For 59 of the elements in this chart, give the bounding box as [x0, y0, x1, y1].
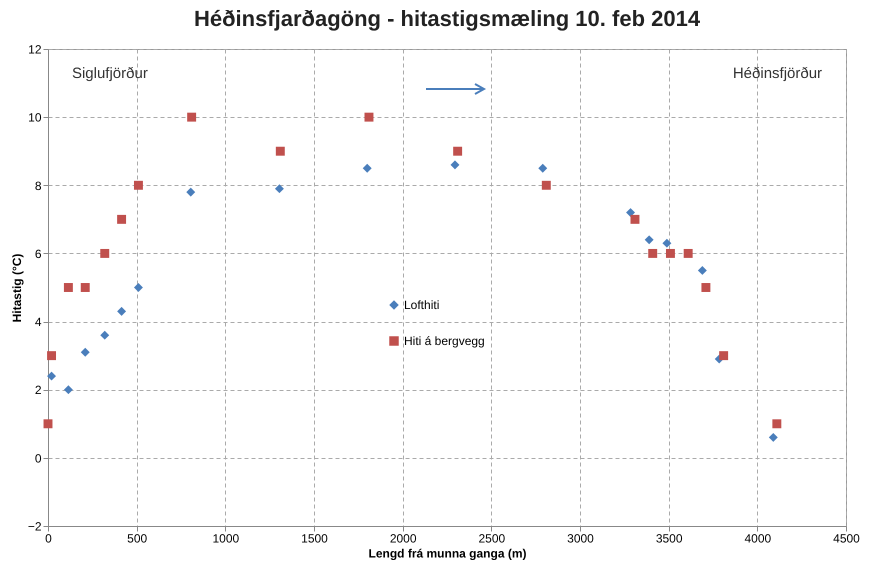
point: [362, 164, 372, 173]
point: [274, 184, 284, 194]
point: [630, 214, 640, 224]
y-tick-label: 0: [34, 451, 42, 466]
point: [117, 306, 126, 316]
point: [80, 348, 90, 357]
x-tick-label: 2000: [390, 532, 417, 546]
x-tick-label: 2500: [478, 532, 506, 546]
point: [450, 160, 460, 170]
point: [100, 248, 110, 258]
point: [772, 419, 782, 428]
y-tick-label: −2: [28, 520, 42, 534]
y-tick-label: 6: [34, 246, 42, 261]
point: [117, 214, 126, 224]
point: [100, 330, 110, 340]
point: [453, 146, 462, 156]
annotation: Siglufjörður: [72, 65, 148, 82]
point: [666, 248, 675, 258]
point: [64, 385, 73, 394]
point: [80, 283, 90, 292]
x-axis-title: Lengd frá munna ganga (m): [368, 546, 527, 560]
point: [719, 351, 728, 360]
x-tick-label: 3500: [656, 532, 683, 546]
point: [47, 372, 56, 381]
point: [698, 266, 707, 275]
point: [768, 432, 778, 442]
point: [644, 235, 654, 244]
x-tick-label: 500: [127, 532, 148, 546]
y-tick-label: 10: [28, 110, 42, 125]
point: [701, 283, 710, 292]
legend-label: Lofthiti: [404, 298, 440, 312]
point: [542, 180, 551, 190]
point: [538, 164, 548, 173]
point: [648, 248, 658, 258]
point: [134, 283, 143, 292]
point: [134, 180, 143, 190]
x-tick-label: 4500: [833, 532, 860, 546]
y-axis-title: Hitastig (°C): [10, 254, 24, 322]
x-tick-label: 1500: [301, 532, 328, 546]
legend-label: Hiti á bergvegg: [404, 334, 485, 348]
y-tick-label: 4: [34, 315, 42, 330]
x-tick-label: 1000: [212, 532, 240, 546]
point: [47, 351, 56, 360]
point: [364, 112, 374, 122]
x-tick-label: 3000: [567, 532, 594, 546]
chart-title: Héðinsfjarðagöng - hitastigsmæling 10. feb 2014: [194, 6, 701, 31]
y-tick-label: 2: [34, 383, 42, 398]
x-tick-label: 0: [45, 532, 52, 546]
y-tick-label: 8: [34, 178, 42, 193]
point: [276, 146, 285, 156]
point: [662, 238, 672, 248]
y-tick-label: 12: [28, 42, 42, 56]
point: [64, 283, 73, 292]
annotation: Héðinsfjörður: [732, 65, 822, 82]
point: [186, 188, 196, 197]
point: [684, 248, 693, 258]
point: [44, 419, 52, 428]
x-tick-label: 4000: [744, 532, 772, 546]
point: [187, 112, 196, 122]
